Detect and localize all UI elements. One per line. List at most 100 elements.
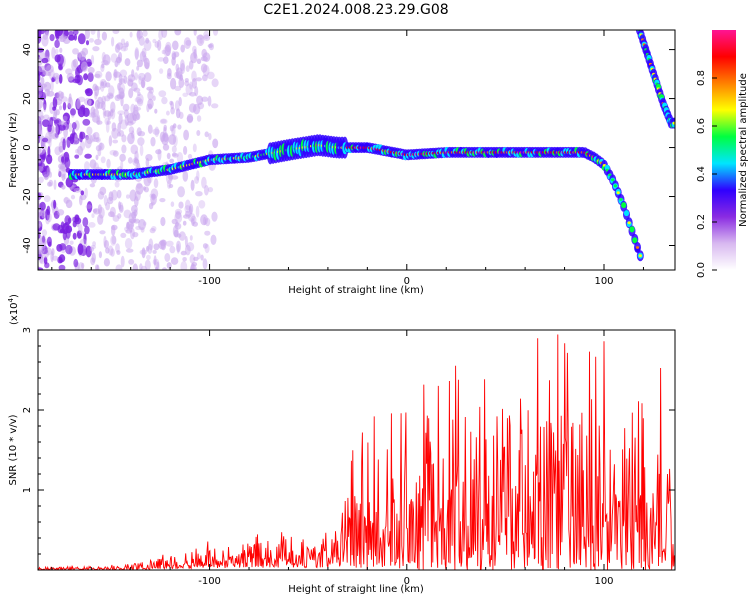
noise-blob: [70, 108, 76, 116]
x-tick-label: 100: [594, 276, 613, 287]
noise-blob: [103, 80, 107, 89]
noise-blob: [114, 181, 120, 188]
noise-blob: [211, 211, 218, 222]
noise-blob: [184, 78, 189, 83]
noise-blob: [180, 250, 187, 256]
noise-blob: [101, 63, 105, 69]
noise-blob: [171, 124, 176, 137]
noise-blob: [68, 31, 74, 36]
noise-blob: [38, 249, 44, 255]
noise-blob: [159, 131, 165, 143]
noise-blob: [170, 175, 179, 180]
noise-blob: [188, 60, 194, 70]
noise-blob: [190, 215, 197, 224]
noise-blob: [106, 158, 111, 169]
noise-blob: [202, 243, 208, 249]
noise-blob: [136, 93, 144, 105]
colorbar-tick-label: 0.4: [696, 166, 707, 182]
noise-blob: [73, 187, 82, 193]
noise-blob: [144, 259, 151, 270]
noise-blob: [112, 139, 119, 144]
noise-blob: [43, 195, 51, 203]
noise-blob: [128, 259, 135, 265]
noise-blob: [83, 97, 92, 106]
noise-blob: [167, 174, 172, 180]
noise-blob: [177, 186, 186, 198]
noise-blob: [104, 95, 111, 102]
noise-blob: [54, 124, 59, 134]
noise-blob: [147, 243, 153, 254]
noise-blob: [163, 56, 169, 64]
spectrogram-y-ticks: -40 -20 0 20 40: [22, 36, 675, 259]
noise-blob: [193, 30, 197, 36]
noise-blob: [38, 115, 42, 126]
noise-blob: [77, 52, 82, 58]
noise-blob: [141, 47, 147, 58]
noise-blob: [80, 61, 88, 72]
noise-blob: [92, 83, 98, 92]
noise-blob: [72, 220, 77, 228]
noise-blob: [180, 59, 185, 72]
noise-blob: [71, 122, 77, 130]
noise-blob: [90, 30, 96, 35]
noise-blob: [166, 152, 171, 160]
noise-blob: [51, 255, 59, 261]
noise-blob: [95, 154, 99, 160]
noise-blob: [100, 156, 106, 164]
noise-blob: [138, 219, 146, 231]
noise-blob: [38, 56, 43, 66]
noise-blob: [143, 39, 152, 51]
noise-blob: [121, 144, 127, 154]
noise-blob: [65, 199, 73, 209]
noise-blob: [157, 57, 165, 62]
noise-blob: [117, 122, 121, 134]
noise-blob: [130, 103, 136, 115]
noise-blob: [110, 248, 115, 257]
noise-blob: [183, 129, 190, 141]
snr-y-axis-label: SNR (10 * v/v): [8, 414, 19, 485]
noise-blob: [129, 189, 137, 202]
noise-blob: [51, 248, 55, 256]
noise-blob: [57, 209, 65, 216]
noise-blob: [54, 48, 59, 55]
y-tick-label: 2: [22, 407, 33, 413]
noise-blob: [41, 167, 47, 173]
noise-blob: [193, 48, 197, 59]
noise-blob: [91, 213, 95, 219]
noise-blob: [81, 262, 85, 269]
colorbar-tick-label: 0.6: [696, 118, 707, 134]
noise-blob: [48, 137, 52, 148]
noise-blob: [129, 31, 133, 38]
noise-blob: [171, 50, 177, 60]
noise-blob: [58, 145, 64, 153]
noise-blob: [51, 47, 56, 59]
noise-blob: [174, 100, 180, 112]
noise-blob: [88, 99, 92, 107]
noise-blob: [62, 115, 68, 122]
snr-scale-label: (x104): [7, 294, 20, 325]
colorbar-tick-label: 0.8: [696, 70, 707, 86]
noise-blob: [204, 243, 210, 254]
noise-blob: [131, 130, 135, 139]
noise-blob: [193, 256, 199, 262]
noise-blob: [108, 211, 115, 218]
noise-blob: [159, 198, 166, 203]
noise-blob: [64, 221, 70, 231]
noise-blob: [200, 254, 204, 261]
noise-blob: [151, 226, 157, 232]
noise-blob: [112, 150, 119, 157]
noise-blob: [202, 74, 208, 82]
noise-blob: [79, 141, 86, 151]
noise-blob: [111, 235, 117, 245]
spectrogram-y-axis-label: Frequency (Hz): [8, 112, 19, 188]
snr-scale-prefix: (x10: [9, 302, 20, 325]
noise-blob: [38, 220, 42, 228]
noise-blob: [58, 264, 66, 270]
noise-blob: [159, 68, 164, 74]
noise-blob: [84, 137, 92, 149]
noise-blob: [53, 179, 57, 190]
ridge-core: [611, 178, 615, 182]
noise-blob: [196, 95, 204, 106]
noise-blob: [127, 132, 135, 145]
noise-blob: [48, 179, 54, 187]
